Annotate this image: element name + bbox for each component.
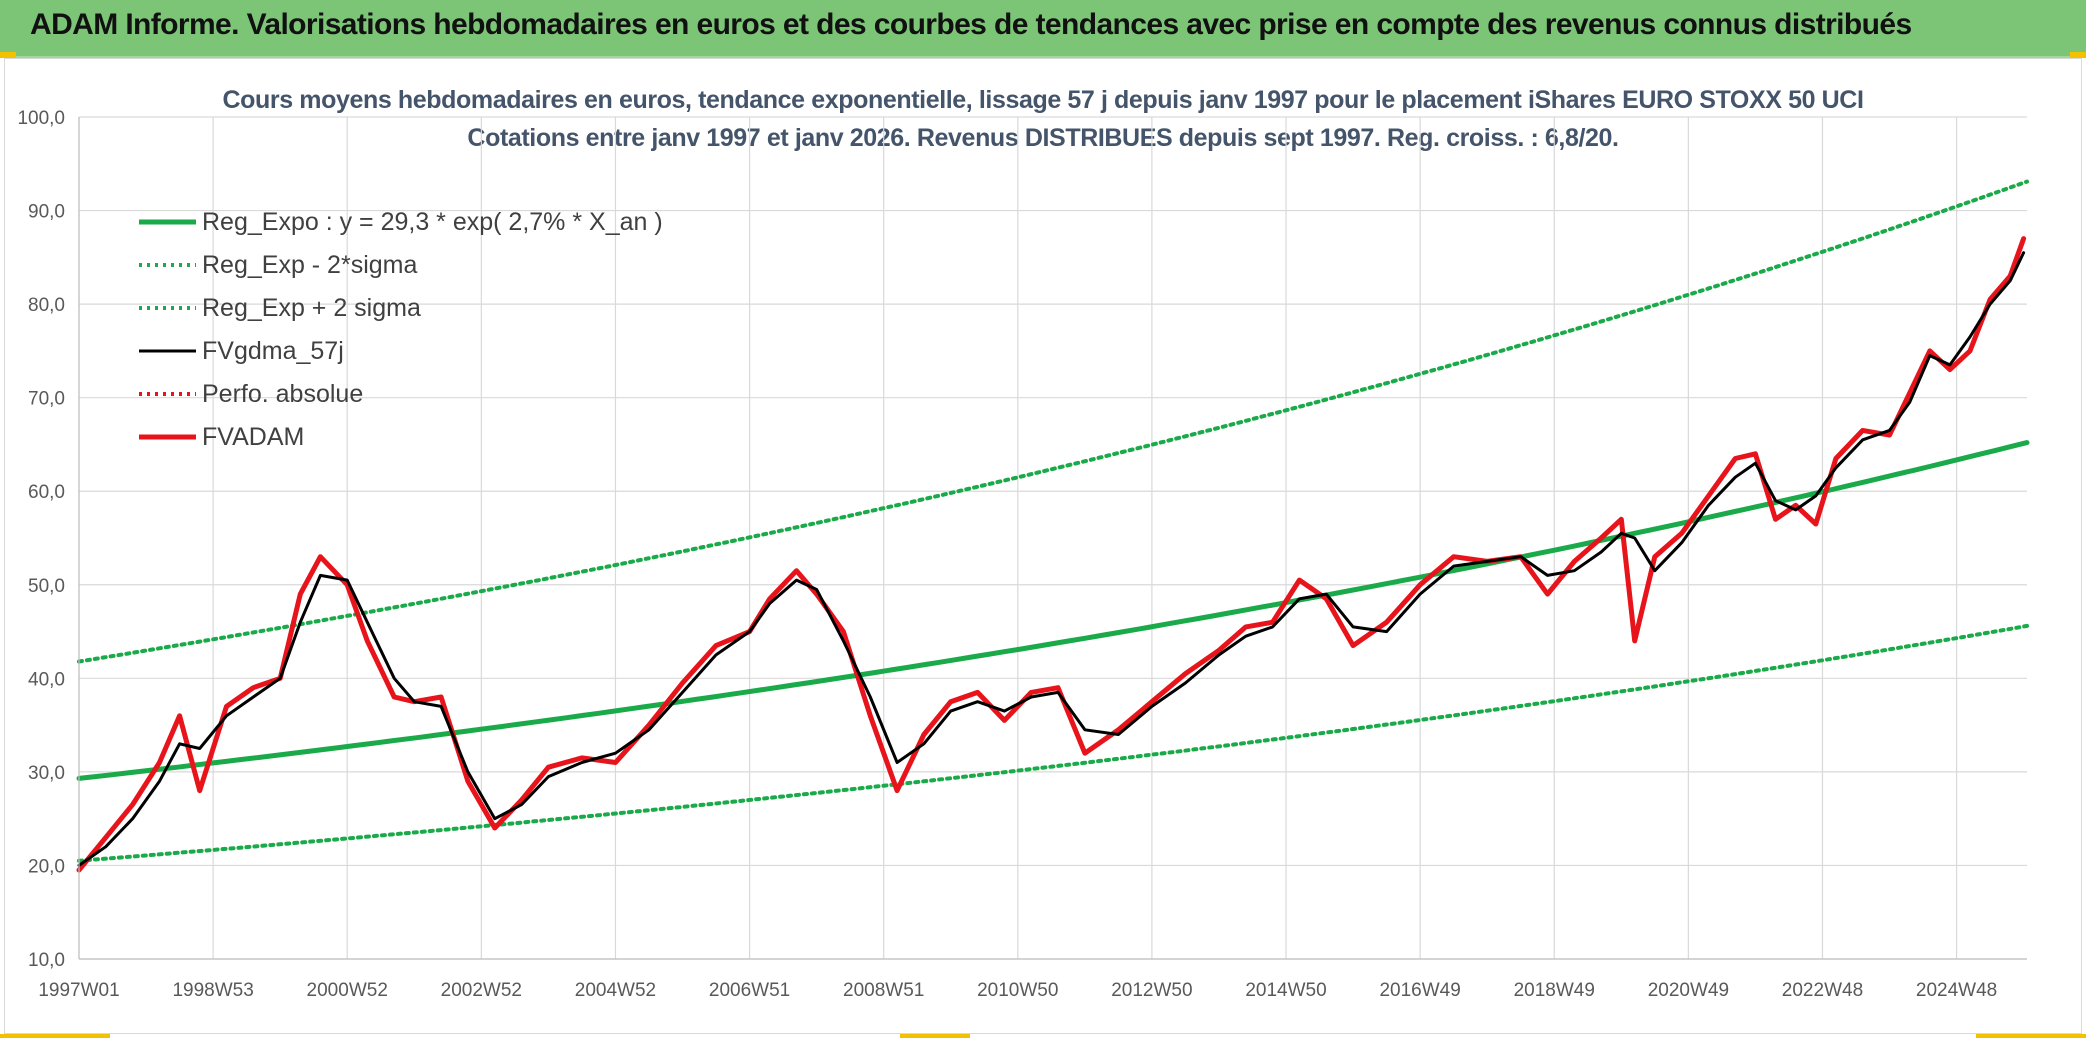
chart-frame <box>4 58 2082 1034</box>
corner-accent-right <box>2070 52 2086 58</box>
x-tick-label: 2012W50 <box>1111 980 1192 1001</box>
corner-accent-left <box>0 52 16 58</box>
legend-label: Perfo. absolue <box>202 380 363 408</box>
x-tick-label: 2014W50 <box>1245 980 1326 1001</box>
x-tick-label: 2024W48 <box>1916 980 1997 1001</box>
legend-label: FVgdma_57j <box>202 337 344 365</box>
series-line-5 <box>76 236 2027 873</box>
x-tick-label: 1998W53 <box>172 980 253 1001</box>
gridlines <box>78 116 2027 960</box>
x-tick-label: 2002W52 <box>441 980 522 1001</box>
y-tick-label: 100,0 <box>17 108 65 129</box>
y-tick-label: 20,0 <box>28 856 65 877</box>
legend: Reg_Expo : y = 29,3 * exp( 2,7% * X_an )… <box>139 208 663 451</box>
y-tick-label: 70,0 <box>28 389 65 410</box>
series-line-0 <box>76 440 2030 781</box>
y-tick-label: 50,0 <box>28 576 65 597</box>
y-tick-label: 80,0 <box>28 295 65 316</box>
legend-label: Reg_Expo : y = 29,3 * exp( 2,7% * X_an ) <box>202 208 663 236</box>
y-tick-label: 60,0 <box>28 482 65 503</box>
legend-label: FVADAM <box>202 423 304 451</box>
series-line-2 <box>77 179 2029 664</box>
x-tick-label: 2004W52 <box>575 980 656 1001</box>
series-lines <box>76 179 2030 873</box>
bottom-accent-right <box>1976 1034 2086 1038</box>
chart-subtitle: Cotations entre janv 1997 et janv 2026. … <box>467 124 1619 152</box>
y-tick-label: 10,0 <box>28 950 65 971</box>
x-tick-label: 2020W49 <box>1648 980 1729 1001</box>
axes: 10,0 20,0 30,0 40,0 50,0 60,0 70,0 80,0 90,0 100,… <box>17 108 2027 1001</box>
bottom-accent-left <box>0 1034 110 1038</box>
x-tick-label: 2000W52 <box>307 980 388 1001</box>
x-tick-label: 2022W48 <box>1782 980 1863 1001</box>
report-banner-title: ADAM Informe. Valorisations hebdomadaire… <box>30 8 1912 41</box>
x-tick-label: 2006W51 <box>709 980 790 1001</box>
y-tick-label: 40,0 <box>28 669 65 690</box>
x-tick-label: 2010W50 <box>977 980 1058 1001</box>
x-tick-label: 1997W01 <box>38 980 119 1001</box>
bottom-accent-middle <box>900 1034 970 1038</box>
series-line-3 <box>77 251 2026 867</box>
y-tick-label: 90,0 <box>28 202 65 223</box>
x-tick-label: 2016W49 <box>1379 980 1460 1001</box>
series-line-1 <box>77 623 2029 863</box>
y-tick-label: 30,0 <box>28 763 65 784</box>
x-tick-label: 2018W49 <box>1514 980 1595 1001</box>
x-tick-label: 2008W51 <box>843 980 924 1001</box>
report-banner: ADAM Informe. Valorisations hebdomadaire… <box>0 0 2086 58</box>
chart-title: Cours moyens hebdomadaires en euros, ten… <box>222 86 1864 114</box>
legend-label: Reg_Exp - 2*sigma <box>202 251 417 279</box>
legend-label: Reg_Exp + 2 sigma <box>202 294 421 322</box>
